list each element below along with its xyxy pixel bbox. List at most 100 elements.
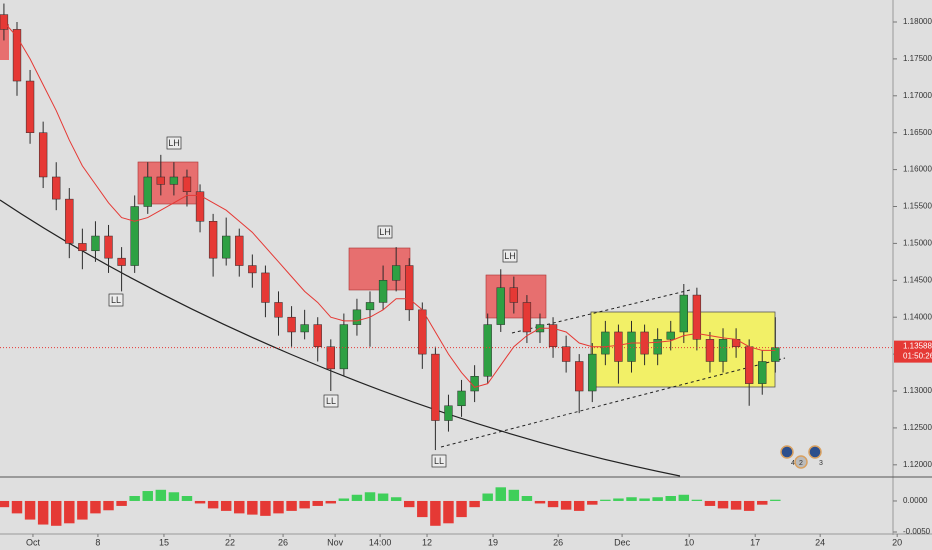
oscillator-bar bbox=[103, 500, 114, 511]
y-tick-label: 1.18000 bbox=[903, 17, 932, 26]
candle-body bbox=[627, 331, 636, 362]
annotation-label: LL bbox=[326, 396, 336, 406]
candle-body bbox=[575, 361, 584, 392]
y-tick-label: 1.15500 bbox=[903, 202, 932, 211]
oscillator-bar bbox=[37, 500, 49, 525]
candle-body bbox=[38, 132, 48, 178]
x-tick-label: 26 bbox=[278, 537, 288, 547]
x-tick-label: 12 bbox=[422, 537, 432, 547]
x-tick-label: 8 bbox=[95, 537, 100, 547]
oscillator-bar bbox=[717, 500, 729, 509]
candle-body bbox=[287, 316, 296, 333]
oscillator-bar bbox=[11, 500, 23, 514]
candle-body bbox=[300, 324, 309, 333]
candle-body bbox=[117, 257, 126, 266]
x-tick-label: 17 bbox=[750, 537, 760, 547]
event-icon bbox=[780, 445, 794, 459]
annotation-label: LH bbox=[504, 251, 516, 261]
oscillator-bar bbox=[652, 497, 663, 501]
candle-body bbox=[548, 324, 558, 347]
annotation-box bbox=[377, 225, 393, 239]
candle-body bbox=[25, 80, 35, 133]
x-tick-label: 19 bbox=[488, 537, 498, 547]
candle-body bbox=[169, 176, 179, 185]
candle-body bbox=[339, 324, 349, 370]
oscillator-bar bbox=[377, 493, 389, 501]
annotation-label: LL bbox=[434, 456, 444, 466]
oscillator-bar bbox=[90, 500, 101, 514]
oscillator-bar bbox=[770, 499, 781, 501]
oscillator-bar bbox=[469, 500, 480, 508]
annotation-label: LH bbox=[379, 227, 391, 237]
x-tick-label: 20 bbox=[892, 537, 902, 547]
candle-body bbox=[496, 287, 505, 325]
x-tick-label: 26 bbox=[553, 537, 563, 547]
oscillator-bar bbox=[312, 500, 323, 506]
candle-body bbox=[12, 29, 22, 82]
candle-body bbox=[483, 324, 492, 377]
moving-average bbox=[3, 21, 776, 388]
oscillator-bar bbox=[351, 494, 363, 501]
oscillator-bar bbox=[560, 500, 572, 510]
x-tick-label: 22 bbox=[225, 537, 235, 547]
candle-body bbox=[0, 14, 9, 30]
candle-body bbox=[679, 294, 688, 333]
candle-body bbox=[208, 221, 218, 259]
oscillator-bar bbox=[116, 500, 127, 506]
oscillator-bar bbox=[194, 500, 206, 504]
oscillator-bar bbox=[181, 496, 193, 501]
y-tick-label: 1.12000 bbox=[903, 460, 932, 469]
oscillator-bar bbox=[0, 500, 10, 508]
candle-body bbox=[614, 331, 623, 362]
oscillator-bar bbox=[273, 500, 284, 514]
event-label: 2 bbox=[799, 460, 803, 467]
candle-body bbox=[222, 235, 231, 259]
oscillator-bar bbox=[704, 500, 716, 506]
oscillator-bar bbox=[521, 496, 533, 501]
oscillator-bar bbox=[404, 500, 415, 508]
candle-body bbox=[745, 346, 754, 384]
oscillator-bar bbox=[390, 497, 402, 501]
y-tick-label: 1.14500 bbox=[903, 275, 932, 284]
candle-body bbox=[143, 176, 152, 207]
candle-body bbox=[326, 346, 335, 370]
oscillator-bar bbox=[260, 500, 271, 516]
oscillator-bar bbox=[613, 498, 624, 501]
candle-body bbox=[378, 280, 388, 303]
last-price-box bbox=[894, 340, 932, 363]
candle-body bbox=[261, 272, 270, 303]
oscillator-bar bbox=[495, 487, 506, 501]
candle-body bbox=[509, 287, 519, 303]
oscillator-bar bbox=[64, 500, 75, 524]
oscillator-bar bbox=[142, 491, 153, 501]
y-tick-label: 1.17000 bbox=[903, 91, 932, 100]
oscillator-bar bbox=[430, 500, 441, 526]
candle-body bbox=[418, 309, 427, 355]
oscillator-bar bbox=[730, 500, 742, 510]
oscillator-bar bbox=[665, 496, 676, 501]
annotation-box bbox=[166, 136, 182, 150]
y-tick-label: 1.15000 bbox=[903, 239, 932, 248]
resistance-zone bbox=[0, 24, 9, 60]
annotation-box bbox=[323, 394, 339, 408]
candle-body bbox=[758, 361, 767, 384]
oscillator-bar bbox=[547, 500, 559, 508]
candle-body bbox=[653, 339, 662, 355]
candle-body bbox=[52, 176, 61, 200]
oscillator-bar bbox=[129, 496, 140, 501]
y-tick-label: -0.0050 bbox=[903, 527, 931, 536]
candle-body bbox=[444, 405, 453, 421]
annotation-box bbox=[108, 293, 124, 307]
y-tick-label: 1.17500 bbox=[903, 54, 932, 63]
y-tick-label: 1.16000 bbox=[903, 165, 932, 174]
candle-body bbox=[588, 353, 597, 392]
y-tick-label: 1.16500 bbox=[903, 128, 932, 137]
candle-body bbox=[352, 309, 362, 325]
x-tick-label: 24 bbox=[815, 537, 825, 547]
event-label: 3 bbox=[819, 460, 823, 467]
x-tick-label: Oct bbox=[26, 537, 41, 547]
candle-body bbox=[78, 243, 87, 252]
x-tick-label: Nov bbox=[327, 537, 344, 547]
candle-body bbox=[130, 206, 139, 266]
oscillator-bar bbox=[24, 500, 36, 520]
